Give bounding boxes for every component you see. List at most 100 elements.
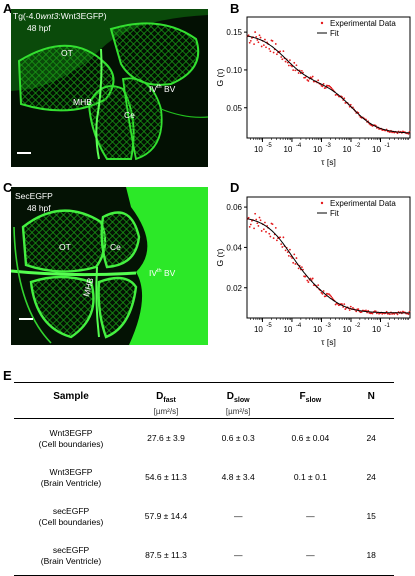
data-point bbox=[258, 216, 261, 219]
data-point bbox=[334, 303, 337, 306]
x-tick-label: 10 bbox=[313, 325, 322, 334]
data-point bbox=[282, 236, 285, 239]
cell-sample: Wnt3EGFP (Cell boundaries) bbox=[38, 427, 104, 449]
data-point bbox=[257, 225, 260, 227]
micrograph-c: SecEGFP 48 hpf OT Ce MHB IVth BV bbox=[11, 187, 208, 345]
x-tick-exponent: -1 bbox=[384, 323, 390, 329]
x-tick-label: 10 bbox=[343, 145, 352, 154]
header-sample: Sample bbox=[53, 391, 89, 402]
data-point bbox=[254, 212, 257, 215]
data-point bbox=[407, 132, 410, 135]
data-point bbox=[249, 39, 252, 42]
data-point bbox=[272, 237, 275, 240]
data-point bbox=[279, 50, 282, 53]
y-tick-label: 0.04 bbox=[226, 243, 242, 252]
x-axis-label: τ [s] bbox=[321, 337, 336, 347]
header-n: N bbox=[367, 391, 375, 402]
data-point bbox=[274, 43, 277, 45]
data-point bbox=[322, 82, 325, 85]
data-point bbox=[260, 45, 263, 48]
label-mhb-a: MHB bbox=[73, 97, 92, 107]
x-tick-label: 10 bbox=[372, 325, 381, 334]
data-point bbox=[349, 103, 352, 106]
micrograph-a-stage: 48 hpf bbox=[27, 23, 51, 33]
x-tick-exponent: -2 bbox=[355, 143, 361, 149]
x-tick-exponent: -2 bbox=[355, 323, 361, 329]
x-tick-exponent: -4 bbox=[296, 323, 302, 329]
data-point bbox=[249, 223, 252, 226]
cell-dslow: 4.8 ± 3.4 bbox=[221, 472, 255, 482]
data-point bbox=[367, 309, 370, 312]
cell-fslow: 0.1 ± 0.1 bbox=[293, 472, 327, 482]
label-ot-a: OT bbox=[61, 48, 73, 58]
table-row: secEGFP (Cell boundaries) 57.9 ± 14.4 — —… bbox=[14, 497, 394, 536]
data-point bbox=[292, 261, 295, 264]
cell-dfast: 54.6 ± 11.3 bbox=[145, 472, 187, 482]
data-point bbox=[284, 249, 287, 252]
data-point bbox=[331, 297, 334, 299]
legend-marker-data bbox=[320, 21, 324, 25]
data-point bbox=[275, 239, 278, 242]
data-point bbox=[371, 312, 374, 315]
x-tick-label: 10 bbox=[283, 325, 292, 334]
data-point bbox=[269, 50, 272, 53]
data-point bbox=[343, 97, 346, 100]
data-point bbox=[344, 308, 347, 310]
cell-sample: Wnt3EGFP (Brain Ventricle) bbox=[40, 466, 102, 488]
data-point bbox=[289, 248, 291, 251]
data-point bbox=[357, 308, 360, 311]
data-point bbox=[272, 51, 275, 54]
cell-fslow: — bbox=[306, 511, 315, 521]
chart-d: 0.02 0.04 0.06 10 -5 10 -4 10 -3 10 -2 10 -1 G (τ) τ [… bbox=[213, 188, 413, 356]
data-point bbox=[348, 309, 351, 311]
data-point bbox=[281, 58, 284, 61]
data-point bbox=[320, 291, 323, 294]
x-tick-exponent: -3 bbox=[325, 143, 331, 149]
micrograph-a-title: Tg(-4.0wnt3:Wnt3EGFP) bbox=[13, 11, 107, 21]
data-point bbox=[287, 254, 290, 257]
cell-fslow: — bbox=[306, 550, 315, 560]
data-point bbox=[306, 279, 309, 282]
data-point bbox=[259, 36, 262, 39]
y-axis-label: G (τ) bbox=[215, 68, 225, 86]
cell-n: 24 bbox=[366, 472, 376, 482]
x-tick-label: 10 bbox=[372, 145, 381, 154]
table-row: Wnt3EGFP (Cell boundaries) 27.6 ± 3.9 0.6… bbox=[14, 419, 394, 459]
data-point bbox=[255, 218, 258, 221]
data-point bbox=[293, 253, 296, 256]
panel-letter-e: E bbox=[3, 368, 12, 383]
panel-letter-c: C bbox=[3, 180, 13, 195]
data-point bbox=[253, 227, 255, 230]
data-point bbox=[360, 311, 363, 313]
data-point bbox=[355, 310, 358, 313]
data-point bbox=[408, 310, 411, 313]
data-point bbox=[311, 277, 314, 280]
cell-n: 18 bbox=[366, 550, 376, 560]
plot-frame bbox=[246, 196, 411, 319]
data-point bbox=[265, 230, 267, 233]
data-point bbox=[343, 303, 346, 306]
header-dfast: Dfast [µm²/s] bbox=[153, 391, 179, 416]
cell-dfast: 87.5 ± 11.3 bbox=[145, 550, 187, 560]
data-point bbox=[274, 226, 277, 229]
data-point bbox=[284, 60, 287, 63]
data-point bbox=[321, 292, 324, 295]
header-dslow: Dslow [µm²/s] bbox=[225, 391, 251, 416]
label-bv-a: IVth BV bbox=[149, 84, 176, 94]
cell-dslow: — bbox=[233, 511, 243, 521]
chart-b: 0.05 0.10 0.15 10 -5 10 -4 10 -3 10 -2 10 -1 G (τ) τ [… bbox=[213, 8, 413, 176]
cell-sample: secEGFP (Cell boundaries) bbox=[38, 505, 104, 527]
data-point bbox=[307, 281, 310, 283]
legend-label-data: Experimental Data bbox=[330, 19, 396, 28]
micrograph-a: Tg(-4.0wnt3:Wnt3EGFP) 48 hpf OT MHB Ce I… bbox=[11, 9, 208, 167]
x-tick-label: 10 bbox=[254, 325, 263, 334]
data-point bbox=[324, 86, 327, 89]
data-point bbox=[317, 79, 320, 82]
cell-dfast: 57.9 ± 14.4 bbox=[144, 511, 188, 521]
data-point bbox=[248, 41, 251, 44]
data-point bbox=[352, 306, 354, 309]
y-tick-label: 0.06 bbox=[226, 203, 242, 212]
data-point bbox=[349, 305, 352, 308]
data-point bbox=[286, 251, 289, 254]
label-ce-a: Ce bbox=[124, 110, 135, 120]
